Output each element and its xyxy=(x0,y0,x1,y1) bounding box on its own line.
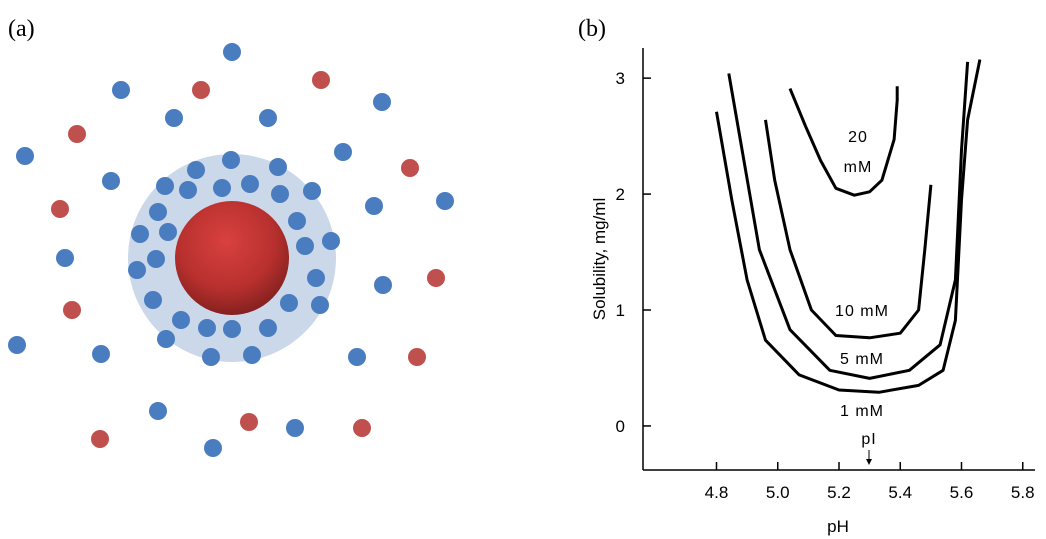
co-ions xyxy=(51,71,445,448)
y-tick-label: 1 xyxy=(616,301,625,320)
panel-label: (b) xyxy=(578,16,606,42)
y-tick-label: 0 xyxy=(616,417,625,436)
panel-a: (a) xyxy=(8,16,454,457)
x-tick-label: 4.8 xyxy=(705,483,729,502)
panel-b: (b) pH Solubility, mg/ml 0 1 2 3 4.8 5.0 5.2 5.… xyxy=(578,16,1035,536)
curve xyxy=(764,119,933,340)
x-tick-label: 5.6 xyxy=(950,483,974,502)
pi-arrowhead xyxy=(866,459,872,465)
y-tick-label: 2 xyxy=(616,185,625,204)
x-tick-label: 5.0 xyxy=(766,483,790,502)
x-tick-label: 5.4 xyxy=(888,483,912,502)
curve-label: pI xyxy=(861,431,876,448)
y-axis-label: Solubility, mg/ml xyxy=(590,198,609,321)
x-axis-label: pH xyxy=(827,517,849,536)
counter-ions xyxy=(8,43,454,457)
curve-label: 20 xyxy=(848,129,868,146)
curve xyxy=(715,59,982,394)
curve xyxy=(727,61,970,380)
curve-label: 1 mM xyxy=(840,403,884,420)
curve-label: 10 mM xyxy=(835,303,889,320)
particle xyxy=(175,201,289,315)
x-tick-label: 5.2 xyxy=(827,483,851,502)
x-tick-label: 5.8 xyxy=(1011,483,1035,502)
panel-label: (a) xyxy=(8,16,35,42)
y-tick-label: 3 xyxy=(616,69,625,88)
curve xyxy=(788,86,899,197)
curve-label: mM xyxy=(844,159,873,176)
curve-label: 5 mM xyxy=(840,351,884,368)
